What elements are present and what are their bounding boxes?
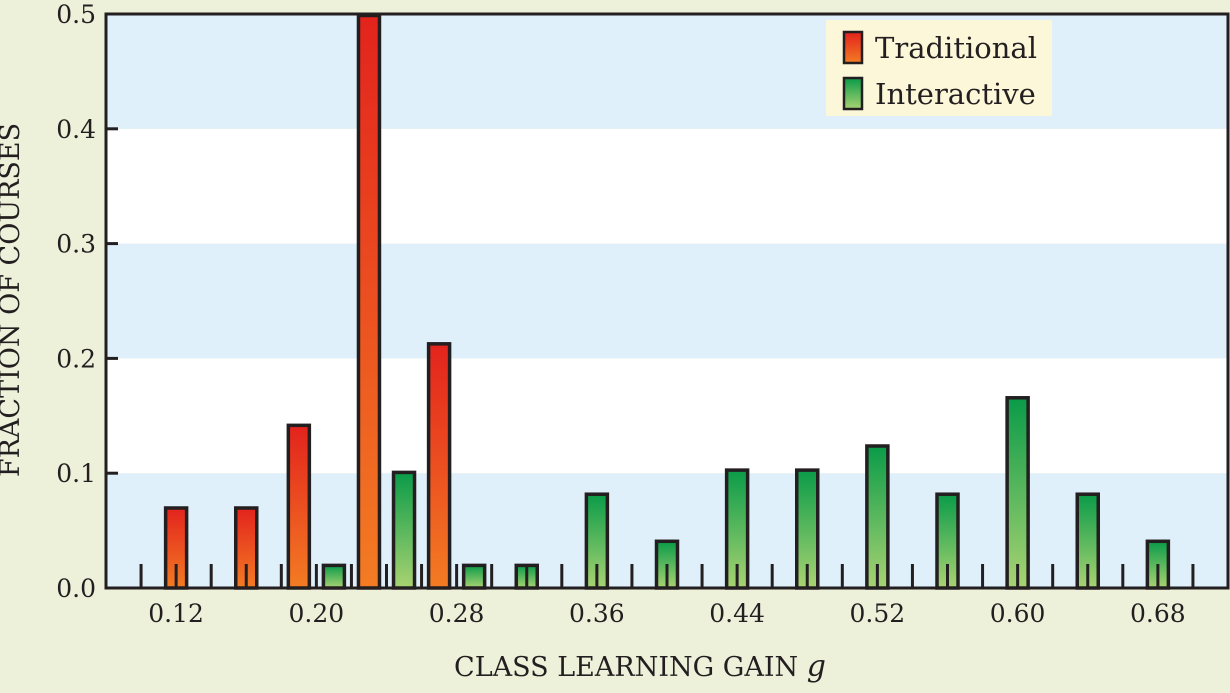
x-tick-label: 0.12	[148, 599, 204, 628]
plot-frame	[104, 12, 1230, 590]
x-tick-label: 0.68	[1130, 599, 1186, 628]
grid-bands	[106, 14, 1228, 588]
y-tick-label: 0.4	[56, 115, 96, 144]
bar-interactive	[1005, 396, 1030, 590]
grid-band	[106, 14, 1228, 129]
y-tick-label: 0.3	[56, 230, 96, 259]
x-tick-label: 0.20	[289, 599, 345, 628]
x-axis-ticks	[139, 564, 1195, 588]
x-tick-label: 0.44	[709, 599, 765, 628]
y-axis: 0.0 0.1 0.2 0.3 0.4 0.5	[56, 0, 118, 603]
legend-label-interactive: Interactive	[875, 77, 1036, 111]
bar-interactive	[391, 470, 417, 590]
bar-interactive	[461, 563, 487, 590]
x-axis-title: CLASS LEARNING GAIN g	[454, 649, 826, 684]
y-tick-label: 0.5	[56, 0, 96, 29]
y-axis-title: FRACTION OF COURSES	[0, 123, 26, 477]
x-tick-label: 0.60	[990, 599, 1046, 628]
legend: Traditional Interactive	[826, 20, 1052, 116]
y-tick-label: 0.0	[56, 574, 96, 603]
x-tick-label: 0.52	[850, 599, 906, 628]
grid-band	[106, 128, 1228, 244]
legend-label-traditional: Traditional	[875, 31, 1037, 65]
grid-band	[106, 243, 1228, 359]
legend-swatch-traditional	[842, 30, 864, 65]
bar-traditional	[426, 342, 452, 590]
y-tick-label: 0.2	[56, 344, 96, 373]
x-tick-label: 0.36	[569, 599, 625, 628]
y-tick-label: 0.1	[56, 459, 96, 488]
legend-swatch-interactive	[842, 76, 864, 111]
x-axis-tick-labels: 0.12 0.20 0.28 0.36 0.44 0.52 0.60 0.68	[148, 599, 1185, 628]
grid-band	[106, 358, 1228, 474]
bar-interactive	[321, 563, 347, 590]
legend-box	[826, 20, 1052, 116]
x-tick-label: 0.28	[429, 599, 485, 628]
bar-traditional	[356, 13, 382, 590]
bar-traditional	[286, 423, 312, 590]
